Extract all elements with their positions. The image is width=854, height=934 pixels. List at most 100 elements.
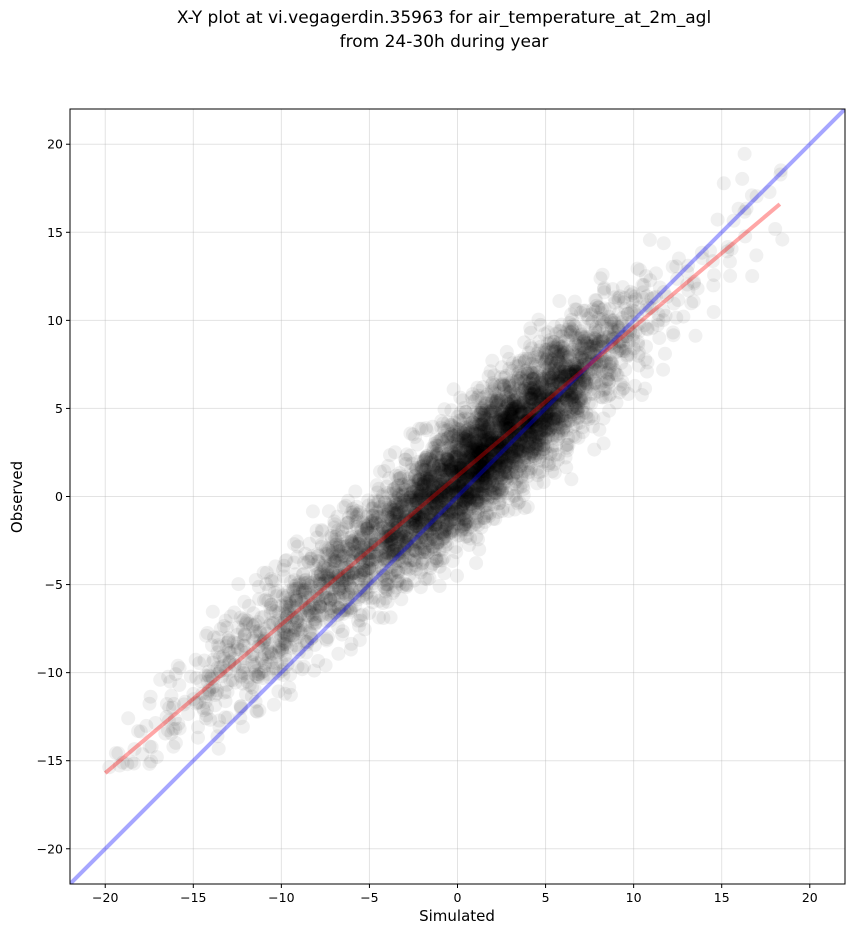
scatter-point bbox=[539, 413, 554, 428]
scatter-point bbox=[540, 408, 555, 422]
scatter-point bbox=[574, 368, 589, 383]
scatter-point bbox=[551, 361, 566, 376]
scatter-point bbox=[302, 599, 317, 614]
scatter-point bbox=[419, 487, 434, 502]
scatter-point bbox=[321, 559, 336, 574]
scatter-point bbox=[607, 325, 622, 339]
scatter-point bbox=[323, 575, 338, 589]
scatter-point bbox=[473, 415, 488, 430]
scatter-point bbox=[218, 613, 233, 628]
scatter-point bbox=[495, 431, 510, 446]
scatter-point bbox=[552, 294, 567, 308]
scatter-point bbox=[480, 422, 495, 437]
scatter-point bbox=[456, 508, 471, 523]
scatter-point bbox=[503, 384, 518, 399]
scatter-point bbox=[425, 419, 440, 434]
scatter-point bbox=[468, 436, 483, 451]
scatter-point bbox=[539, 446, 554, 461]
scatter-point bbox=[562, 319, 577, 334]
scatter-point bbox=[361, 507, 376, 522]
scatter-point bbox=[492, 394, 506, 409]
scatter-point bbox=[488, 486, 503, 501]
scatter-point bbox=[472, 441, 487, 456]
scatter-point bbox=[483, 454, 498, 469]
scatter-point bbox=[472, 471, 486, 486]
scatter-point bbox=[534, 373, 549, 388]
scatter-point bbox=[484, 470, 499, 485]
scatter-point bbox=[459, 515, 474, 530]
scatter-point bbox=[443, 477, 458, 492]
scatter-point bbox=[455, 466, 470, 480]
scatter-point bbox=[418, 533, 432, 548]
scatter-point bbox=[280, 628, 294, 643]
scatter-point bbox=[389, 520, 404, 535]
scatter-point bbox=[323, 592, 337, 607]
scatter-point bbox=[353, 550, 368, 565]
scatter-point bbox=[618, 301, 633, 316]
scatter-point bbox=[341, 510, 356, 525]
scatter-point bbox=[569, 400, 584, 415]
scatter-point bbox=[573, 392, 588, 407]
scatter-point bbox=[546, 361, 561, 376]
scatter-point bbox=[439, 467, 454, 482]
scatter-point bbox=[467, 440, 482, 455]
scatter-point bbox=[448, 496, 463, 511]
scatter-point bbox=[385, 500, 400, 515]
scatter-point bbox=[434, 501, 449, 515]
scatter-point bbox=[710, 212, 725, 227]
scatter-point bbox=[604, 320, 619, 335]
scatter-point bbox=[529, 389, 544, 404]
scatter-point bbox=[351, 530, 366, 545]
scatter-point bbox=[309, 523, 324, 538]
scatter-point bbox=[451, 422, 466, 437]
scatter-point bbox=[474, 454, 489, 469]
scatter-point bbox=[517, 414, 532, 429]
scatter-point bbox=[205, 638, 219, 653]
scatter-point bbox=[492, 488, 507, 503]
scatter-point bbox=[597, 281, 612, 295]
scatter-point bbox=[389, 524, 404, 538]
scatter-point bbox=[362, 606, 377, 621]
scatter-point bbox=[511, 404, 526, 419]
scatter-point bbox=[448, 484, 463, 499]
scatter-point bbox=[596, 436, 611, 451]
scatter-point bbox=[374, 509, 389, 523]
scatter-point bbox=[456, 476, 471, 491]
scatter-point bbox=[447, 479, 462, 494]
scatter-point bbox=[498, 447, 513, 462]
scatter-point bbox=[493, 436, 508, 451]
scatter-point bbox=[440, 517, 455, 532]
scatter-point bbox=[554, 409, 568, 424]
scatter-point bbox=[288, 638, 303, 653]
scatter-point bbox=[276, 662, 291, 677]
scatter-point bbox=[365, 557, 380, 572]
scatter-point bbox=[333, 544, 347, 559]
scatter-point bbox=[494, 444, 509, 459]
scatter-point bbox=[302, 624, 317, 639]
scatter-point bbox=[297, 555, 311, 570]
scatter-point bbox=[321, 541, 336, 556]
scatter-point bbox=[517, 383, 532, 398]
scatter-point bbox=[519, 421, 534, 436]
scatter-point bbox=[478, 471, 493, 486]
scatter-point bbox=[510, 372, 525, 387]
scatter-point bbox=[496, 442, 511, 456]
scatter-point bbox=[314, 600, 329, 615]
scatter-point bbox=[367, 545, 382, 560]
scatter-point bbox=[384, 533, 399, 548]
scatter-point bbox=[421, 536, 436, 551]
scatter-point bbox=[421, 508, 436, 523]
scatter-point bbox=[490, 393, 505, 408]
scatter-point bbox=[476, 491, 491, 506]
scatter-point bbox=[329, 528, 344, 543]
scatter-point bbox=[242, 598, 256, 613]
scatter-point bbox=[738, 229, 753, 244]
scatter-point bbox=[496, 413, 511, 428]
scatter-point bbox=[500, 421, 515, 436]
scatter-point bbox=[502, 421, 517, 436]
scatter-point bbox=[514, 432, 528, 447]
scatter-point bbox=[643, 273, 658, 288]
scatter-point bbox=[301, 578, 316, 593]
scatter-point bbox=[526, 441, 541, 456]
scatter-point bbox=[394, 477, 409, 492]
